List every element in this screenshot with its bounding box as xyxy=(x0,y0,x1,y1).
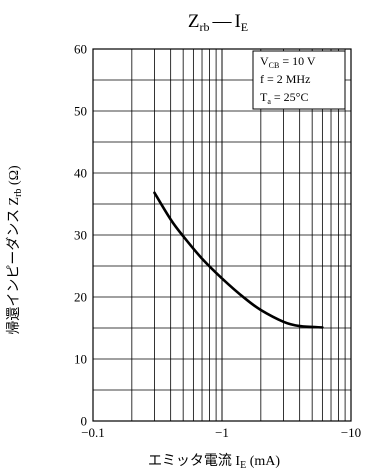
x-tick-label: −1 xyxy=(215,425,229,440)
y-tick-label: 20 xyxy=(74,290,87,305)
y-tick-label: 0 xyxy=(81,414,88,429)
y-tick-labels: 0 10 20 30 40 50 60 xyxy=(74,42,87,429)
x-tick-labels: −0.1 −1 −10 xyxy=(81,425,361,440)
y-tick-label: 30 xyxy=(74,228,87,243)
condition-text: Ta = 25°C xyxy=(260,90,308,106)
grid-lines xyxy=(92,48,352,422)
y-axis-label: 帰還インピーダンス Zrb (Ω) xyxy=(5,165,24,335)
x-axis-label: エミッタ電流 IE (mA) xyxy=(148,453,280,471)
chart-title: Zrb — IE xyxy=(188,11,248,34)
series-line xyxy=(153,191,324,329)
y-tick-label: 50 xyxy=(74,104,87,119)
x-tick-label: −0.1 xyxy=(81,425,105,440)
x-tick-label: −10 xyxy=(341,425,361,440)
condition-text: f = 2 MHz xyxy=(260,72,310,86)
condition-text: VCB = 10 V xyxy=(260,54,316,70)
y-tick-label: 10 xyxy=(74,352,87,367)
plot-frame xyxy=(92,48,352,422)
conditions-box: VCB = 10 V f = 2 MHz Ta = 25°C xyxy=(252,50,346,110)
y-tick-label: 60 xyxy=(74,42,87,57)
conditions-box-frame xyxy=(252,50,346,110)
y-tick-label: 40 xyxy=(74,166,87,181)
